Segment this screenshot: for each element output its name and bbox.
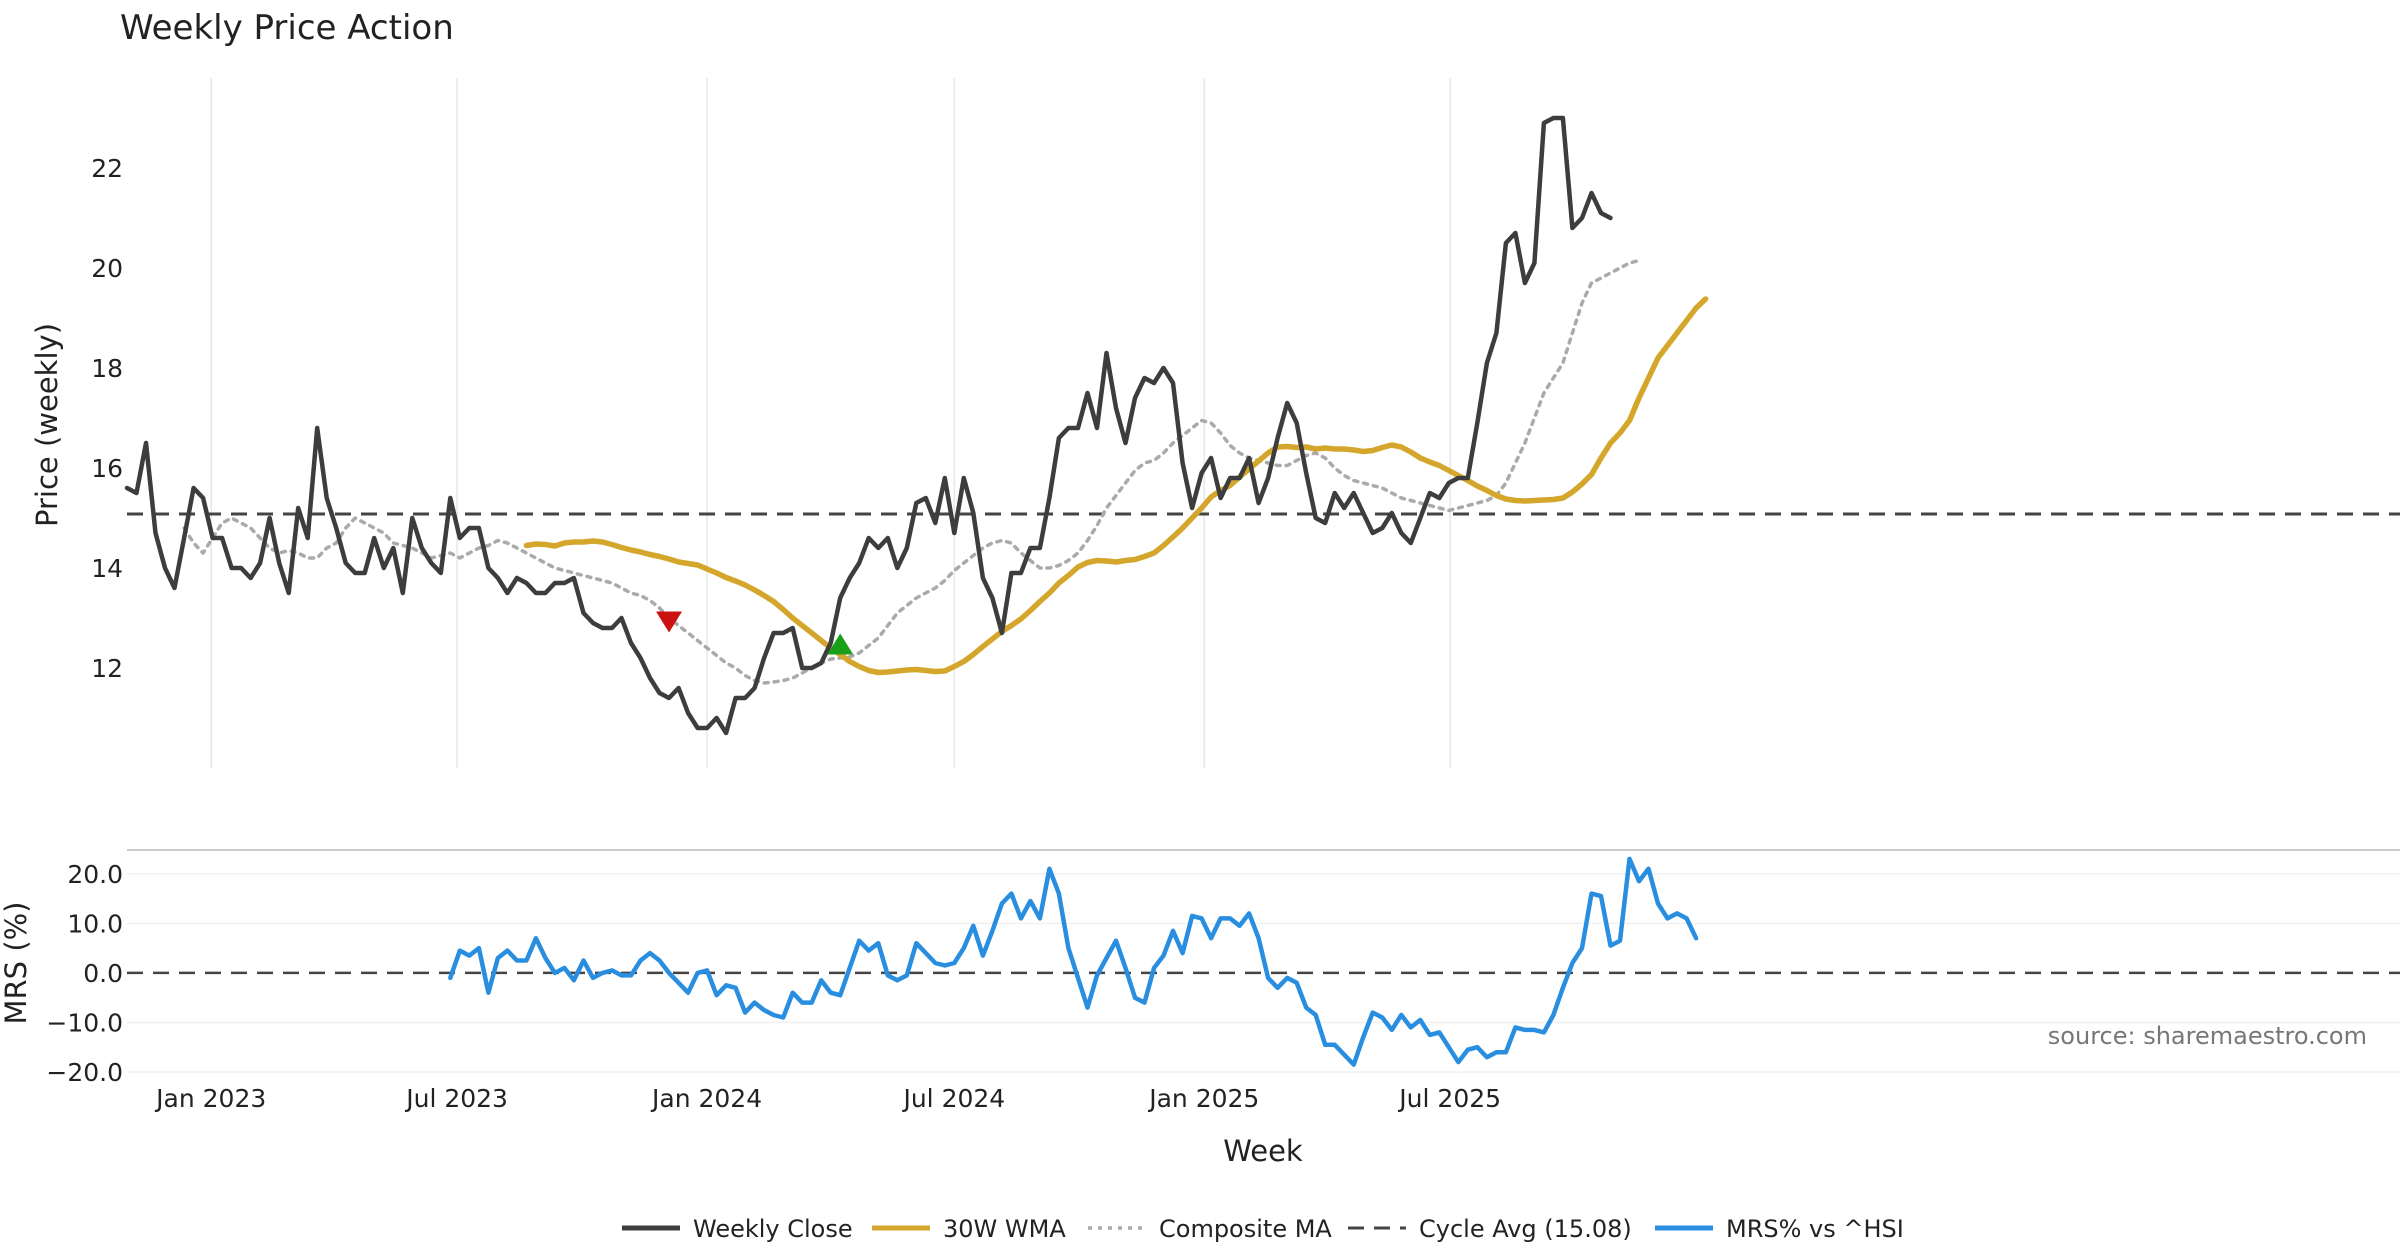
mrs-y-tick-label: 20.0 xyxy=(67,860,123,889)
mrs-y-tick-label: 10.0 xyxy=(67,909,123,938)
legend-label-composite: Composite MA xyxy=(1159,1215,1332,1243)
legend-label-cycle: Cycle Avg (15.08) xyxy=(1419,1215,1632,1243)
price-markers xyxy=(656,611,854,655)
x-axis-label: Week xyxy=(1223,1134,1303,1168)
price-y-tick-label: 20 xyxy=(91,254,123,283)
x-tick-label: Jul 2023 xyxy=(404,1084,508,1113)
price-y-tick-label: 22 xyxy=(91,154,123,183)
legend-label-mrs: MRS% vs ^HSI xyxy=(1726,1215,1904,1243)
x-tick-label: Jul 2025 xyxy=(1397,1084,1501,1113)
composite-ma-line xyxy=(182,258,1641,685)
legend-label-wma: 30W WMA xyxy=(943,1215,1066,1243)
source-label: source: sharemaestro.com xyxy=(2048,1022,2367,1050)
mrs-y-ticks: 20.0 10.0 0.0 −10.0 −20.0 xyxy=(46,860,123,1087)
price-y-tick-label: 12 xyxy=(91,654,123,683)
mrs-gridlines xyxy=(127,849,2400,1073)
wma-30w-line xyxy=(523,296,1709,676)
mrs-line xyxy=(448,856,1699,1067)
mrs-y-axis-label: MRS (%) xyxy=(0,902,33,1025)
price-gridlines xyxy=(210,78,1451,768)
x-tick-label: Jan 2023 xyxy=(154,1084,266,1113)
weekly-close-line xyxy=(124,115,1613,736)
x-tick-label: Jan 2024 xyxy=(650,1084,762,1113)
price-y-axis-label: Price (weekly) xyxy=(30,323,64,527)
price-series xyxy=(124,115,2400,736)
mrs-y-tick-label: −10.0 xyxy=(46,1008,123,1037)
x-tick-label: Jan 2025 xyxy=(1147,1084,1259,1113)
price-y-tick-label: 16 xyxy=(91,454,123,483)
price-y-tick-label: 14 xyxy=(91,554,123,583)
x-tick-label: Jul 2024 xyxy=(901,1084,1005,1113)
price-panel: 12 14 16 18 20 22 xyxy=(91,78,2400,768)
price-y-ticks: 12 14 16 18 20 22 xyxy=(91,154,123,683)
mrs-panel: 20.0 10.0 0.0 −10.0 −20.0 xyxy=(46,849,2400,1087)
legend-label-close: Weekly Close xyxy=(693,1215,853,1243)
chart-title: Weekly Price Action xyxy=(120,8,454,48)
x-axis-ticks: Jan 2023 Jul 2023 Jan 2024 Jul 2024 Jan 2025… xyxy=(154,1084,1501,1113)
mrs-series xyxy=(448,856,1699,1067)
legend: Weekly Close 30W WMA Composite MA Cycle Avg… xyxy=(622,1215,1904,1243)
price-y-tick-label: 18 xyxy=(91,354,123,383)
buy-signal-marker xyxy=(827,633,854,655)
sell-signal-marker xyxy=(656,611,683,633)
mrs-y-tick-label: 0.0 xyxy=(83,959,123,988)
mrs-y-tick-label: −20.0 xyxy=(46,1058,123,1087)
